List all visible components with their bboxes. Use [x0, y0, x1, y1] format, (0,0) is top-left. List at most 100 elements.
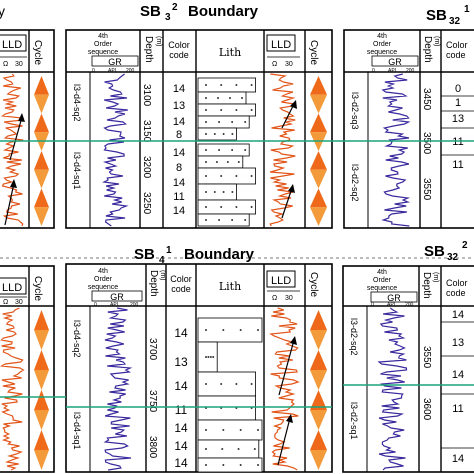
cycle-triangle [310, 113, 327, 133]
depth-tick-label: 3150 [141, 120, 152, 143]
gr-scale-max: 200 [126, 68, 135, 74]
lith-dot [205, 109, 207, 111]
lld-scale-max: 30 [15, 61, 23, 68]
bottom-left-panel: LLD Ω 30 Cycle [0, 265, 55, 473]
depth-tick-label: 3550 [421, 346, 432, 369]
lith-dot [235, 175, 238, 177]
color-code-header-line2: code [171, 284, 191, 294]
cycle-triangle [34, 390, 49, 410]
color-code-value: 11 [175, 403, 188, 417]
depth-header: Depth [422, 36, 433, 63]
top-right-title-sup: 1 [464, 4, 470, 15]
lith-dot [235, 383, 238, 385]
color-code-value: 14 [452, 453, 464, 465]
trend-arrow [278, 336, 297, 396]
depth-header: Depth [143, 36, 154, 63]
lith-dot [239, 429, 242, 431]
lld-scale-unit: Ω [272, 61, 277, 68]
top-title-sub: 3 [165, 12, 171, 23]
trend-arrow [4, 179, 17, 226]
color-code-value: 11 [173, 191, 184, 203]
gr-scale-min: 0 [371, 302, 374, 308]
lith-dot [205, 383, 207, 385]
lld-scale-max: 30 [15, 299, 23, 306]
bottom-center-panel: 4th Order sequence GR 0 API 200 Depth (m… [65, 263, 333, 473]
lith-dot [226, 161, 229, 163]
bottom-right-partial-title: SB 32 2 [424, 240, 468, 263]
cycle-header: Cycle [32, 40, 43, 65]
panel-frame [65, 29, 333, 229]
lith-dot [213, 133, 216, 135]
depth-tick-label: 3250 [141, 192, 152, 215]
lith-dot [220, 383, 223, 385]
cycle-triangle [34, 330, 49, 350]
color-code-value: 11 [452, 136, 463, 148]
bottom-right-title-prefix: SB [424, 243, 445, 260]
order-header-line1: 4th [98, 33, 108, 40]
cycle-column [310, 310, 327, 470]
depth-unit: (m) [159, 270, 166, 281]
lith-dot [218, 219, 221, 221]
gr-header: GR [110, 292, 124, 302]
lith-dot [220, 109, 223, 111]
lithology-column [197, 77, 256, 227]
lld-scale-unit: Ω [3, 61, 8, 68]
lith-dot [205, 97, 207, 99]
lld-curve [0, 307, 25, 471]
lith-dot [235, 109, 238, 111]
lithology-column [197, 317, 263, 473]
lith-dot [250, 383, 253, 385]
depth-tick-label: 3750 [147, 390, 158, 413]
color-code-value: 14 [452, 369, 464, 381]
cycle-triangle [34, 169, 49, 189]
depth-unit: (m) [155, 36, 162, 47]
cycle-triangle [34, 151, 49, 170]
lith-dot [239, 464, 242, 466]
lld-header: LLD [2, 39, 22, 51]
color-code-value: 14 [173, 83, 185, 95]
lith-bed [197, 127, 237, 141]
lith-dot [250, 175, 253, 177]
panel-frame [0, 265, 55, 473]
bottom-right-title-sup: 2 [462, 240, 468, 251]
depth-header: Depth [421, 272, 432, 299]
bottom-center-title: SB 4 1 Boundary [134, 245, 255, 266]
gr-curve [101, 73, 129, 227]
color-code-value: 14 [173, 177, 185, 189]
color-code-value: 14 [452, 309, 464, 321]
cycle-triangle [310, 350, 327, 370]
order-header-line2: Order [94, 276, 113, 283]
lith-dot [222, 133, 225, 135]
bottom-right-panel: 4th Order sequence GR 0 API 200 Depth (m… [342, 265, 474, 473]
cycle-triangle [34, 450, 49, 470]
lld-header-box [0, 277, 27, 295]
lith-dot [241, 97, 243, 99]
cycle-triangle [34, 207, 49, 226]
lith-header: Lith [219, 46, 241, 59]
order-header-line2: Order [94, 41, 113, 48]
lith-dot [220, 84, 223, 86]
gr-curve [381, 73, 411, 227]
lith-dot [205, 149, 207, 151]
depth-tick-label: 3500 [421, 132, 432, 155]
color-code-header-line1: Color [170, 274, 192, 284]
lith-dot [205, 429, 207, 431]
lith-dot [250, 84, 253, 86]
lith-dot [222, 464, 225, 466]
color-code-value: 14 [174, 439, 188, 453]
top-title-sup: 2 [172, 2, 178, 13]
lith-dot [205, 175, 207, 177]
gr-scale-max: 200 [130, 302, 139, 308]
lld-header-box [266, 270, 296, 288]
cycle-triangle [310, 410, 327, 430]
color-code-value: 14 [174, 421, 188, 435]
cycle-triangle [34, 76, 49, 95]
gr-header-box [371, 55, 419, 67]
lith-bed [197, 183, 237, 201]
lld-header-box [0, 34, 27, 52]
sequence-label: l3-d4-sq1 [72, 152, 82, 190]
lith-dot [244, 219, 247, 221]
bottom-title-prefix: SB [134, 246, 155, 263]
gr-curve [377, 307, 408, 471]
top-right-title-sub: 32 [449, 16, 461, 27]
